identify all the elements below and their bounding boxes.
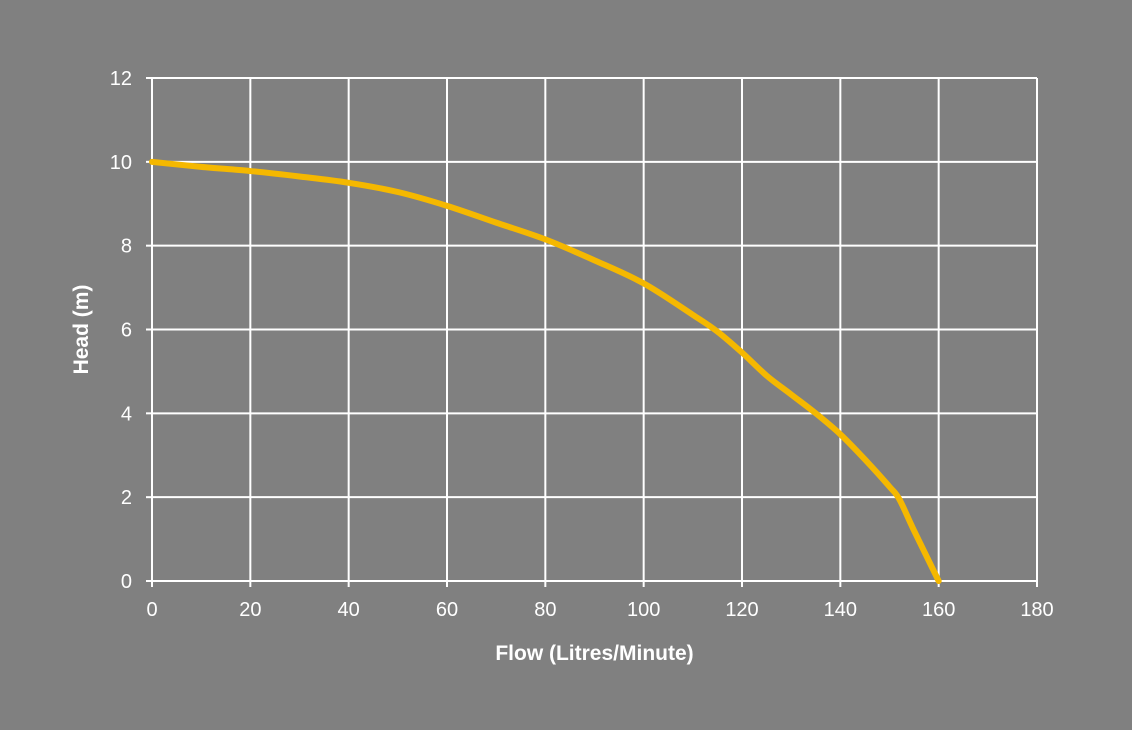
axes [146, 77, 1038, 587]
x-tick-labels: 0 20 40 60 80 100 120 140 160 180 [146, 599, 1053, 621]
y-tick-label: 6 [121, 320, 132, 342]
y-tick-label: 10 [110, 152, 132, 174]
series-group [149, 158, 942, 584]
x-tick-label: 140 [824, 599, 857, 621]
x-tick-label: 20 [239, 599, 261, 621]
y-tick-label: 12 [110, 68, 132, 90]
x-tick-label: 100 [627, 599, 660, 621]
y-tick-labels: 0 2 4 6 8 10 12 [110, 68, 132, 593]
x-tick-label: 80 [534, 599, 556, 621]
x-tick-label: 40 [338, 599, 360, 621]
x-tick-label: 0 [146, 599, 157, 621]
x-tick-label: 120 [725, 599, 758, 621]
y-tick-label: 2 [121, 487, 132, 509]
x-tick-label: 160 [922, 599, 955, 621]
x-axis-title: Flow (Litres/Minute) [495, 642, 693, 665]
series-line [149, 158, 942, 584]
x-tick-label: 60 [436, 599, 458, 621]
y-tick-label: 4 [121, 403, 132, 425]
y-tick-label: 0 [121, 571, 132, 593]
x-tick-label: 180 [1020, 599, 1053, 621]
y-tick-label: 8 [121, 236, 132, 258]
y-axis-title: Head (m) [70, 285, 93, 375]
